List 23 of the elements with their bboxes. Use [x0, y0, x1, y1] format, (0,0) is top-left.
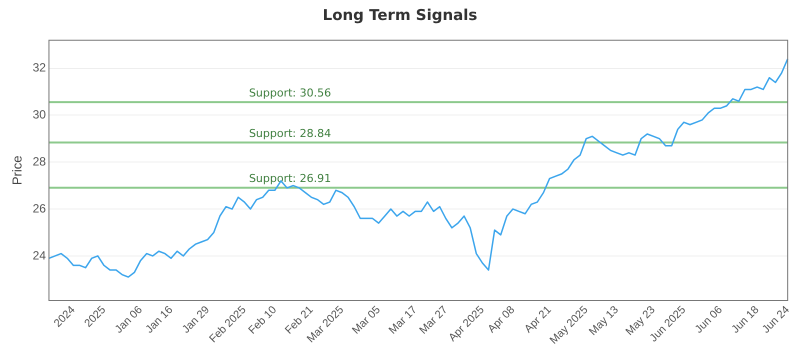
y-tick-label: 32: [32, 60, 46, 75]
y-axis-title: Price: [9, 156, 24, 186]
x-tick-label: Mar 17: [386, 304, 420, 337]
x-tick-label: Jun 06: [692, 304, 725, 336]
y-tick-label: 24: [32, 248, 46, 262]
x-tick-label: Jan 29: [180, 304, 212, 336]
y-tick-label: 28: [32, 154, 46, 168]
ref-line-label: Support: 30.56: [248, 86, 332, 100]
y-tick-label: 26: [32, 201, 46, 216]
ref-line-label: Support: 26.91: [248, 172, 332, 186]
x-tick-label: May 13: [586, 304, 621, 338]
ref-line-label: Support: 28.84: [248, 126, 332, 140]
x-tick-label: Apr 08: [486, 304, 518, 336]
x-tick-label: Jun 18: [730, 304, 762, 336]
chart-title: Long Term Signals: [322, 6, 478, 24]
x-tick-label: Mar 05: [350, 304, 383, 337]
x-tick-label: Jun 24: [760, 304, 792, 336]
x-tick-label: Feb 10: [246, 304, 280, 337]
x-tick-label: Jan 06: [112, 304, 145, 336]
y-tick-label: 30: [32, 108, 46, 122]
x-tick-label: Apr 21: [522, 304, 554, 336]
x-tick-label: Jan 16: [143, 304, 176, 336]
x-tick-label: Mar 27: [417, 304, 450, 337]
